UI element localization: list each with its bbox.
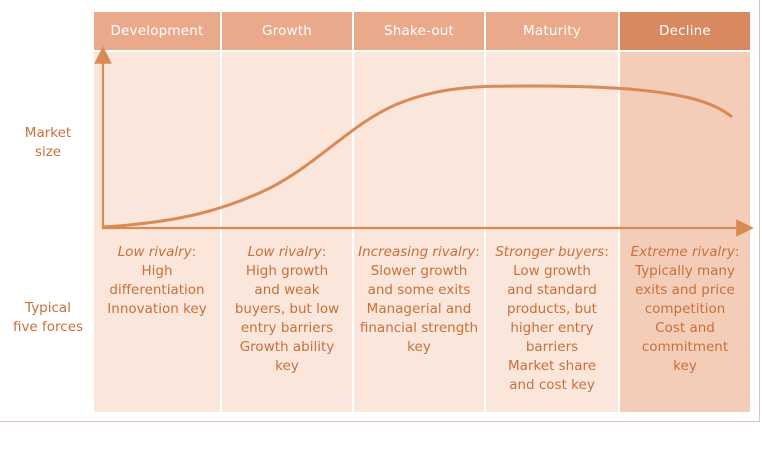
stage-header: Maturity [486, 12, 618, 52]
stage-forces-line: Typically many [635, 263, 735, 279]
stage-forces-line: buyers, but low [234, 301, 340, 317]
stage-forces-line: barriers [525, 339, 579, 355]
stage-column-maturity: Maturity Stronger buyers: Low growth and st… [486, 12, 620, 412]
stage-forces-line: products, but [507, 301, 597, 317]
stage-forces-text: Low rivalry: High growth and weak buyers, b… [222, 243, 352, 376]
industry-life-cycle-curve [103, 84, 733, 229]
stage-column-decline: Decline Extreme rivalry: Typically many exi… [620, 12, 750, 412]
stage-rivalry-line: Increasing rivalry: [354, 243, 484, 262]
stage-header: Decline [620, 12, 750, 52]
row-label-line: size [34, 144, 62, 160]
stage-forces-line: key [673, 358, 697, 374]
stage-forces-line: competition [644, 301, 726, 317]
lead-colon: : [604, 244, 609, 260]
stage-forces-line: key [275, 358, 299, 374]
stage-rivalry-line: Extreme rivalry: [620, 243, 750, 262]
lead-colon: : [321, 244, 327, 260]
row-label-line: five forces [12, 319, 84, 335]
diagram-frame [0, 0, 760, 422]
stage-forces-line: higher entry [510, 320, 594, 336]
stage-header: Shake-out [354, 12, 484, 52]
stage-forces-line: differentiation [109, 282, 205, 298]
stage-forces-line: and standard [507, 282, 597, 298]
stage-forces-text: Increasing rivalry: Slower growth and some… [354, 243, 484, 357]
stage-header: Development [94, 12, 220, 52]
stage-rivalry-lead: Stronger buyers [495, 244, 605, 260]
stage-rivalry-line: Stronger buyers: [486, 243, 618, 262]
stage-forces-text: Extreme rivalry: Typically many exits and … [620, 243, 750, 376]
stage-forces-line: and weak [254, 282, 320, 298]
stage-forces-line: Managerial and [366, 301, 472, 317]
stage-forces-line: commitment [641, 339, 729, 355]
stage-forces-line: Market share [507, 358, 597, 374]
stage-rivalry-lead: Low rivalry [247, 244, 322, 260]
stage-forces-line: Low growth [513, 263, 591, 279]
stage-forces-line: and cost key [509, 377, 595, 393]
lead-colon: : [191, 244, 197, 260]
stage-rivalry-lead: Extreme rivalry [630, 244, 735, 260]
stage-forces-line: High [141, 263, 173, 279]
row-label-line: Typical [25, 300, 71, 316]
row-label-market-size: Market size [8, 124, 88, 162]
stage-forces-line: Slower growth [370, 263, 468, 279]
stage-forces-text: Stronger buyers: Low growth and standard pr… [486, 243, 618, 395]
stage-forces-line: Growth ability [239, 339, 335, 355]
stage-forces-line: Cost and [655, 320, 715, 336]
stage-forces-line: Innovation key [107, 301, 207, 317]
stage-forces-line: key [407, 339, 431, 355]
stage-rivalry-line: Low rivalry: [222, 243, 352, 262]
stage-rivalry-lead: Low rivalry [117, 244, 192, 260]
stage-header: Growth [222, 12, 352, 52]
stage-column-shake-out: Shake-out Increasing rivalry: Slower growt… [354, 12, 486, 412]
stage-forces-line: entry barriers [240, 320, 334, 336]
lead-colon: : [475, 244, 480, 260]
lead-colon: : [734, 244, 740, 260]
stage-forces-line: High growth [245, 263, 329, 279]
stage-forces-text: Low rivalry: High differentiation Innovatio… [94, 243, 220, 319]
stage-rivalry-line: Low rivalry: [94, 243, 220, 262]
stage-forces-line: exits and price [635, 282, 735, 298]
stage-forces-line: financial strength [359, 320, 479, 336]
row-label-line: Market [24, 125, 72, 141]
row-label-five-forces: Typical five forces [8, 299, 88, 337]
stage-column-growth: Growth Low rivalry: High growth and weak buy… [222, 12, 354, 412]
stage-rivalry-lead: Increasing rivalry [358, 244, 476, 260]
stage-forces-line: and some exits [367, 282, 471, 298]
